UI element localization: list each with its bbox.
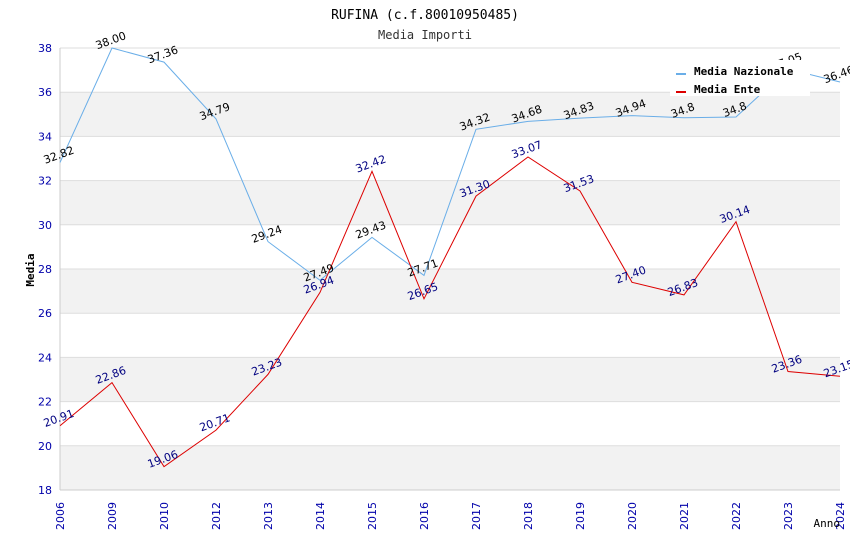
x-tick-label: 2021 bbox=[678, 502, 691, 530]
x-tick-label: 2017 bbox=[470, 502, 483, 530]
x-axis-label: Anno bbox=[814, 517, 841, 530]
y-tick-label: 38 bbox=[38, 42, 52, 55]
series-line-media-ente bbox=[59, 156, 841, 468]
y-tick-label: 34 bbox=[38, 130, 52, 143]
y-tick-label: 26 bbox=[38, 307, 52, 320]
legend-item-media-ente: Media Ente bbox=[676, 83, 761, 96]
x-tick-labels: 2006 2009 2010 2012 2013 2014 2015 2016 2017 2018… bbox=[54, 502, 847, 530]
x-tick-label: 2015 bbox=[366, 502, 379, 530]
x-tick-label: 2016 bbox=[418, 502, 431, 530]
legend-box bbox=[670, 60, 810, 96]
y-tick-label: 32 bbox=[38, 175, 52, 188]
y-tick-label: 20 bbox=[38, 440, 52, 453]
y-tick-label: 24 bbox=[38, 351, 52, 364]
y-tick-label: 30 bbox=[38, 219, 52, 232]
x-tick-label: 2009 bbox=[106, 502, 119, 530]
x-tick-label: 2024 bbox=[834, 502, 847, 530]
chart-title: RUFINA (c.f.80010950485) bbox=[331, 8, 519, 23]
y-tick-label: 18 bbox=[38, 484, 52, 497]
x-tick-label: 2019 bbox=[574, 502, 587, 530]
grid-band bbox=[60, 269, 840, 314]
grid-band bbox=[60, 92, 840, 137]
x-tick-label: 2018 bbox=[522, 502, 535, 530]
legend-item-media-nazionale: Media Nazionale bbox=[676, 65, 794, 78]
x-tick-label: 2010 bbox=[158, 502, 171, 530]
series-line-media-nazionale bbox=[59, 47, 841, 281]
legend-label-media-nazionale: Media Nazionale bbox=[694, 65, 794, 78]
x-tick-label: 2023 bbox=[782, 502, 795, 530]
x-tick-label: 2012 bbox=[210, 502, 223, 530]
y-tick-label: 28 bbox=[38, 263, 52, 276]
y-tick-label: 22 bbox=[38, 396, 52, 409]
x-tick-label: 2014 bbox=[314, 502, 327, 530]
x-tick-label: 2022 bbox=[730, 502, 743, 530]
y-tick-label: 36 bbox=[38, 86, 52, 99]
legend: Media Nazionale Media Ente bbox=[670, 60, 810, 96]
x-tick-label: 2013 bbox=[262, 502, 275, 530]
x-tick-label: 2020 bbox=[626, 502, 639, 530]
grid-band bbox=[60, 445, 840, 490]
y-axis-label: Media bbox=[24, 253, 37, 286]
x-tick-label: 2006 bbox=[54, 502, 67, 530]
chart-subtitle: Media Importi bbox=[378, 28, 472, 42]
series-lines bbox=[59, 47, 841, 468]
grid-band bbox=[60, 357, 840, 402]
y-tick-labels: 18 20 22 24 26 28 30 32 34 36 38 bbox=[38, 42, 52, 497]
legend-label-media-ente: Media Ente bbox=[694, 83, 761, 96]
